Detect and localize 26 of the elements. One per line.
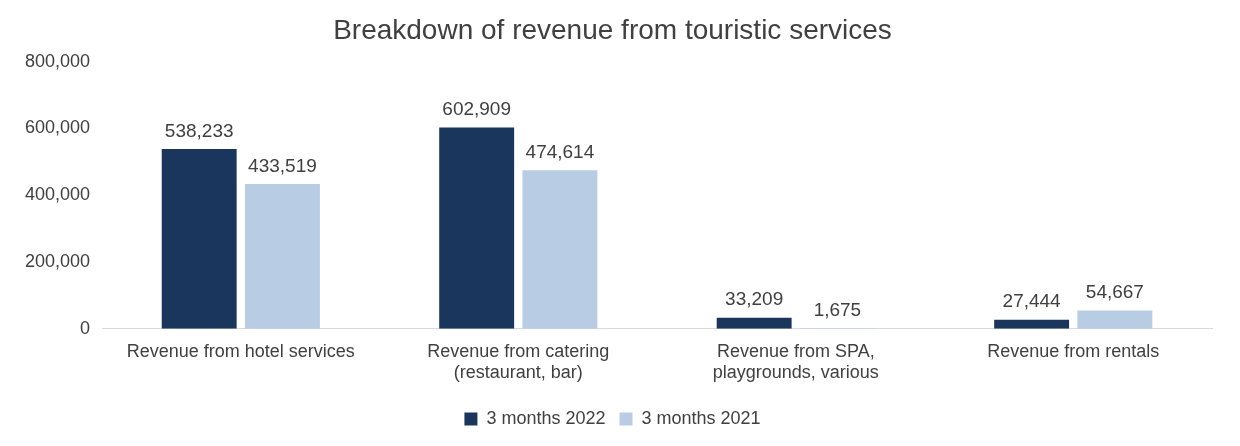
data-label: 602,909 — [442, 98, 512, 120]
bar — [1077, 310, 1153, 329]
y-tick-label: 200,000 — [24, 250, 91, 271]
chart-title: Breakdown of revenue from touristic services — [333, 13, 892, 45]
y-tick-label: 400,000 — [24, 184, 91, 205]
data-label: 54,667 — [1085, 281, 1144, 303]
y-tick-label: 0 — [80, 317, 91, 338]
bar — [522, 170, 598, 329]
legend-label: 3 months 2021 — [641, 407, 761, 428]
data-label: 27,444 — [1002, 290, 1062, 312]
data-label: 538,233 — [164, 119, 234, 141]
data-label: 433,519 — [248, 154, 317, 176]
bar — [244, 184, 320, 329]
bar — [161, 149, 237, 329]
y-tick-label: 800,000 — [24, 50, 91, 71]
x-tick-label: Revenue from catering (restaurant, bar) — [427, 340, 610, 383]
x-tick-label: Revenue from rentals — [987, 340, 1160, 361]
data-label: 474,614 — [525, 141, 595, 163]
x-tick-label: Revenue from hotel services — [126, 340, 355, 361]
legend-label: 3 months 2022 — [486, 407, 606, 428]
bar — [439, 127, 515, 329]
y-tick-label: 600,000 — [24, 117, 91, 138]
data-label: 1,675 — [813, 298, 862, 320]
x-tick-label: Revenue from SPA, playgrounds, various — [712, 340, 879, 383]
bar — [716, 317, 792, 329]
data-label: 33,209 — [725, 288, 784, 310]
